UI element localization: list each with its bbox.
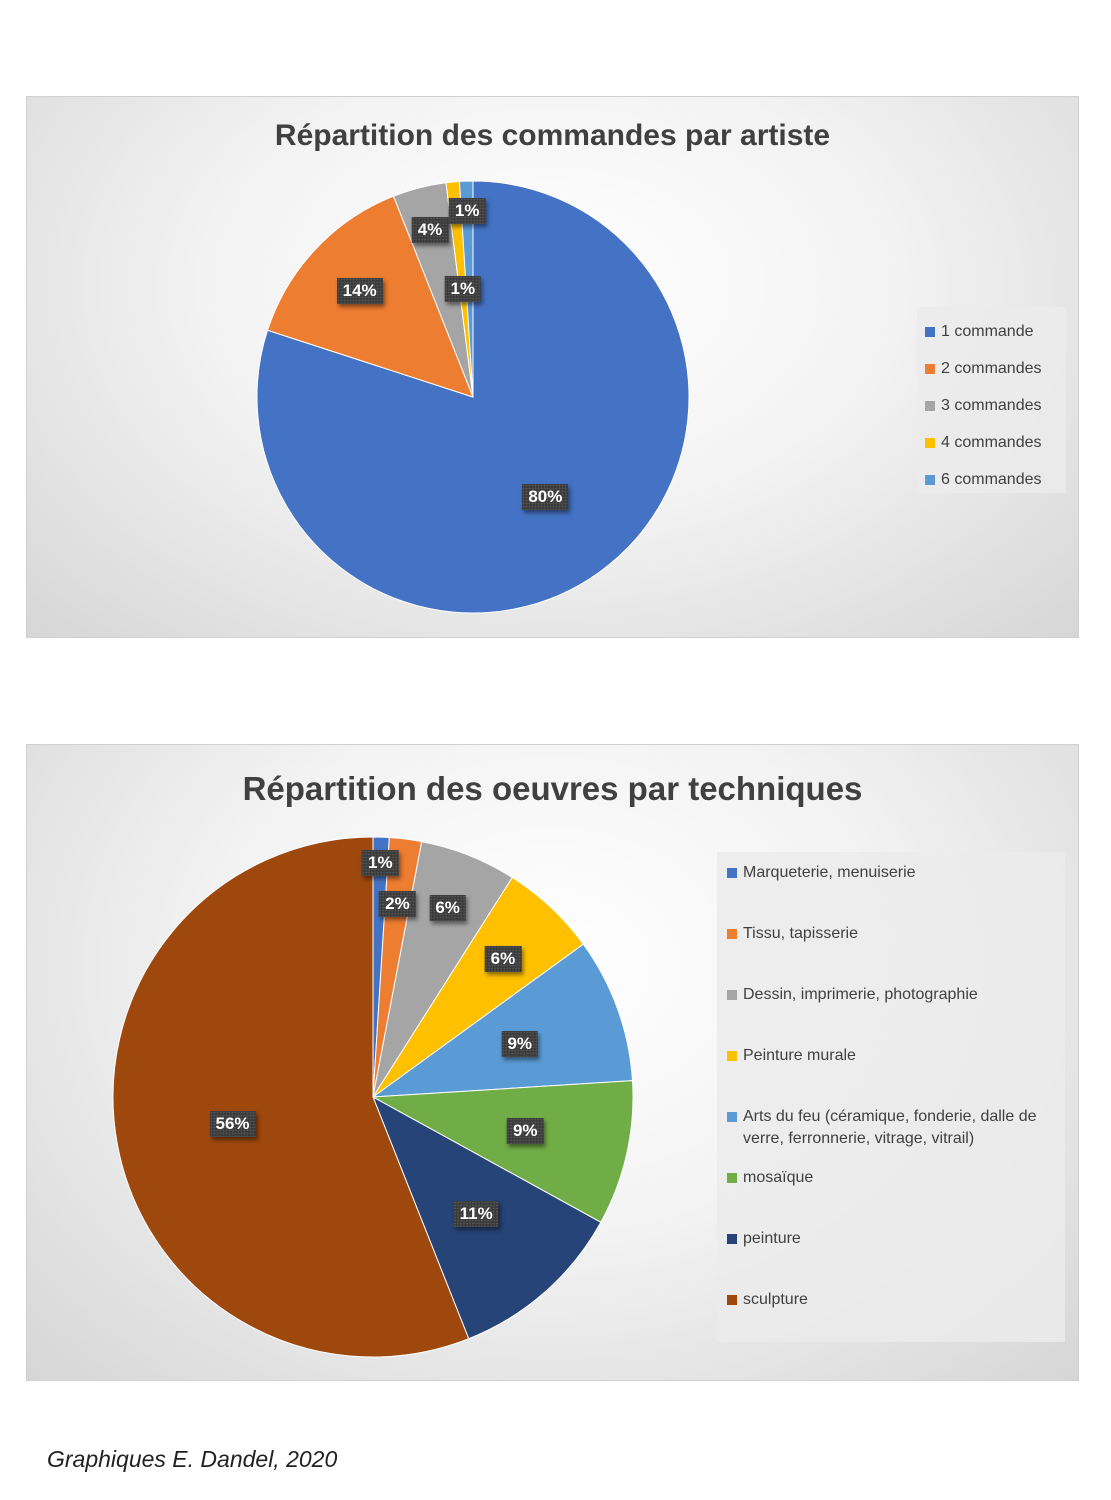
legend-label: 4 commandes: [941, 433, 1042, 451]
legend-swatch: [727, 1173, 737, 1183]
legend-item-1-commande: 1 commande: [925, 313, 1058, 350]
data-label-6-commandes: 1%: [448, 198, 486, 225]
legend-item-tissu-tapisserie: Tissu, tapisserie: [727, 923, 1055, 984]
legend-item-3-commandes: 3 commandes: [925, 387, 1058, 424]
data-label-3-commandes: 4%: [411, 216, 449, 243]
data-label-peinture: 11%: [453, 1201, 499, 1228]
legend-item-dessin-imprimerie-photographie: Dessin, imprimerie, photographie: [727, 984, 1055, 1045]
pie-chart-techniques: [112, 836, 634, 1358]
chart-techniques-panel: Répartition des oeuvres par techniques M…: [26, 744, 1079, 1381]
data-label-tissu-tapisserie: 2%: [379, 890, 416, 917]
legend-label: Dessin, imprimerie, photographie: [743, 986, 978, 1003]
legend-swatch: [925, 326, 935, 337]
pie-slice-mosaique: [371, 1080, 634, 1223]
data-label-dessin-imprimerie-photographie: 6%: [429, 895, 466, 922]
legend-label: 6 commandes: [941, 470, 1042, 488]
legend-label: 3 commandes: [941, 396, 1042, 414]
data-label-marqueterie-menuiserie: 1%: [362, 850, 399, 877]
legend-swatch: [925, 400, 935, 411]
chart-title: Répartition des commandes par artiste: [274, 119, 831, 152]
legend-swatch: [925, 474, 935, 485]
pie-slice-arts-du-feu-ceramique-fonderie-dalle-de-: [371, 943, 634, 1098]
legend-label: mosaïque: [743, 1169, 814, 1186]
data-label-1-commande: 80%: [522, 483, 569, 510]
legend-swatch: [727, 929, 737, 939]
legend-techniques: Marqueterie, menuiserie Tissu, tapisserie…: [717, 852, 1065, 1342]
credit-text: Graphiques E. Dandel, 2020: [47, 1446, 338, 1472]
data-label-4-commandes: 1%: [444, 276, 482, 303]
data-label-peinture-murale: 6%: [484, 945, 522, 972]
legend-swatch: [925, 363, 935, 374]
legend-swatch: [727, 1051, 737, 1061]
legend-label: peinture: [743, 1230, 801, 1247]
legend-swatch: [727, 1295, 737, 1305]
data-label-sculpture: 56%: [209, 1110, 256, 1137]
legend-item-peinture: peinture: [727, 1228, 1055, 1289]
legend-swatch: [925, 437, 935, 448]
legend-item-arts-du-feu-ceramique-fonderie-dalle-de-: Arts du feu (céramique, fonderie, dalle …: [727, 1106, 1055, 1167]
legend-label: sculpture: [743, 1291, 808, 1308]
legend-item-sculpture: sculpture: [727, 1289, 1055, 1350]
legend-swatch: [727, 990, 737, 1000]
legend-item-4-commandes: 4 commandes: [925, 424, 1058, 461]
legend-label: Peinture murale: [743, 1047, 856, 1064]
data-label-arts-du-feu-ceramique-fonderie-dalle-de-: 9%: [501, 1031, 539, 1058]
legend-item-marqueterie-menuiserie: Marqueterie, menuiserie: [727, 862, 1055, 923]
legend-label: 2 commandes: [941, 359, 1042, 377]
legend-item-2-commandes: 2 commandes: [925, 350, 1058, 387]
pie-chart-commandes: [256, 180, 690, 614]
legend-item-peinture-murale: Peinture murale: [727, 1045, 1055, 1106]
legend-swatch: [727, 868, 737, 878]
legend-swatch: [727, 1234, 737, 1244]
legend-label: 1 commande: [941, 322, 1034, 340]
legend-item-6-commandes: 6 commandes: [925, 461, 1058, 498]
data-label-2-commandes: 14%: [336, 277, 383, 304]
legend-item-mosaique: mosaïque: [727, 1167, 1055, 1228]
data-label-mosaique: 9%: [506, 1118, 544, 1145]
legend-label: Tissu, tapisserie: [743, 925, 858, 942]
legend-swatch: [727, 1112, 737, 1122]
legend-label: Arts du feu (céramique, fonderie, dalle …: [743, 1108, 1037, 1147]
legend-commandes: 1 commande 2 commandes 3 commandes 4 comman…: [917, 307, 1066, 493]
chart-title: Répartition des oeuvres par techniques: [242, 770, 863, 807]
legend-label: Marqueterie, menuiserie: [743, 864, 916, 881]
pie-slice-sculpture: [112, 836, 470, 1358]
chart-commandes-panel: Répartition des commandes par artiste 1 …: [26, 96, 1079, 638]
